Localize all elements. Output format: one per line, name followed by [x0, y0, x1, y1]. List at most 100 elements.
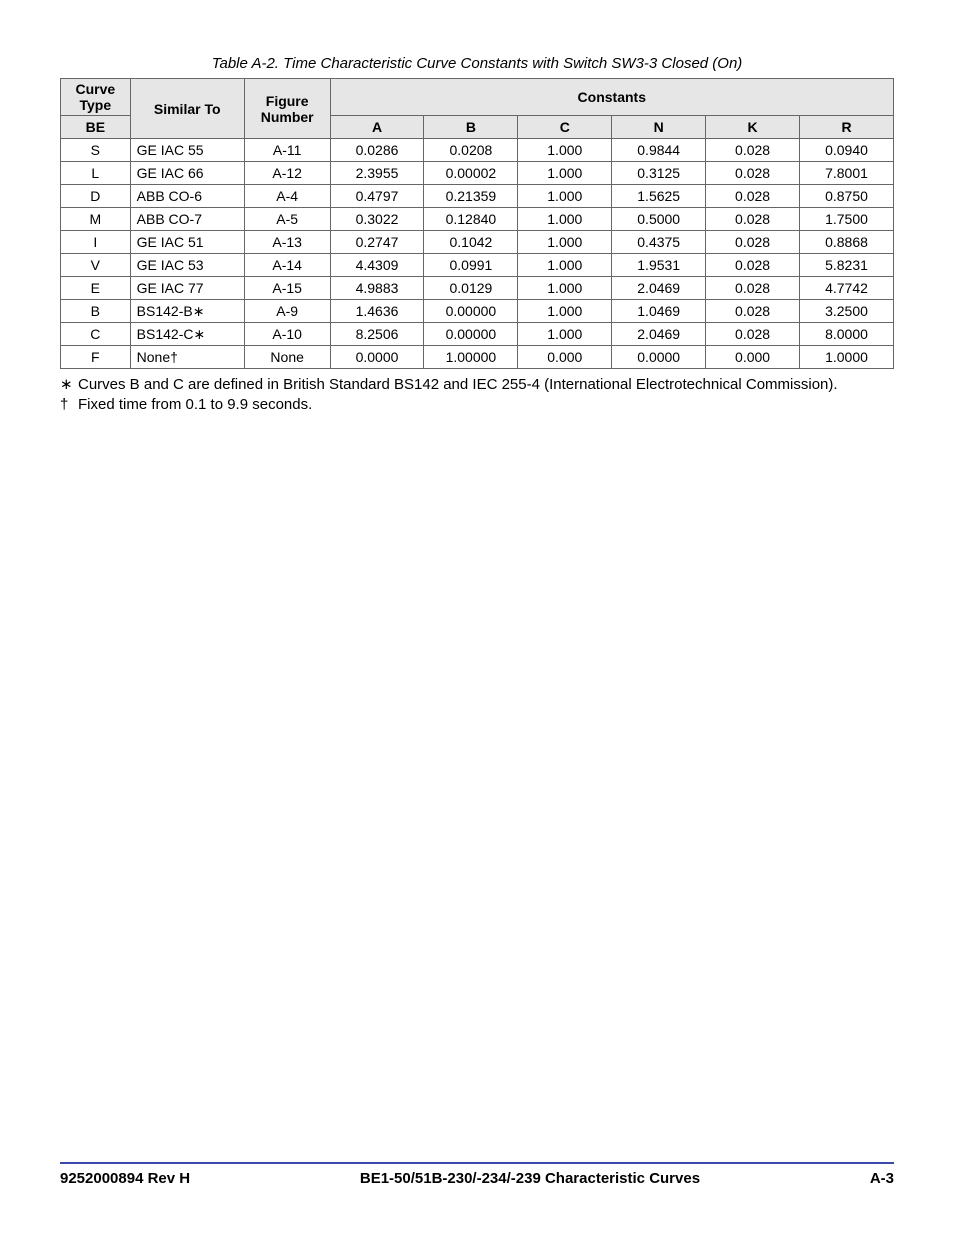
table-cell: M	[61, 208, 131, 231]
table-cell: 1.5625	[612, 185, 706, 208]
table-cell: 1.000	[518, 231, 612, 254]
table-cell: A-15	[244, 277, 330, 300]
table-cell: 3.2500	[800, 300, 894, 323]
table-cell: 0.028	[706, 300, 800, 323]
table-cell: 0.9844	[612, 139, 706, 162]
page-footer: 9252000894 Rev H BE1-50/51B-230/-234/-23…	[60, 1162, 894, 1187]
note-text: Fixed time from 0.1 to 9.9 seconds.	[78, 395, 894, 415]
table-cell: V	[61, 254, 131, 277]
table-cell: 0.3125	[612, 162, 706, 185]
table-cell: A-9	[244, 300, 330, 323]
header-similar-to: Similar To	[130, 79, 244, 139]
table-cell: 0.028	[706, 162, 800, 185]
table-cell: 1.0000	[800, 346, 894, 369]
table-row: VGE IAC 53A-144.43090.09911.0001.95310.0…	[61, 254, 894, 277]
table-row: LGE IAC 66A-122.39550.000021.0000.31250.…	[61, 162, 894, 185]
table-cell: 2.0469	[612, 323, 706, 346]
footer-rule	[60, 1162, 894, 1164]
table-cell: I	[61, 231, 131, 254]
table-cell: 0.4375	[612, 231, 706, 254]
table-cell: 1.000	[518, 139, 612, 162]
table-cell: None†	[130, 346, 244, 369]
table-cell: 0.8750	[800, 185, 894, 208]
table-cell: 0.028	[706, 208, 800, 231]
table-cell: 0.028	[706, 185, 800, 208]
table-cell: 0.21359	[424, 185, 518, 208]
table-notes: ∗ Curves B and C are defined in British …	[60, 375, 894, 416]
table-cell: 0.000	[706, 346, 800, 369]
table-cell: 1.9531	[612, 254, 706, 277]
table-cell: C	[61, 323, 131, 346]
note-text: Curves B and C are defined in British St…	[78, 375, 894, 395]
table-cell: 1.000	[518, 185, 612, 208]
table-cell: 1.0469	[612, 300, 706, 323]
table-cell: 1.4636	[330, 300, 424, 323]
header-figure-number: Figure Number	[244, 79, 330, 139]
table-cell: GE IAC 53	[130, 254, 244, 277]
table-cell: 1.000	[518, 208, 612, 231]
table-cell: 0.028	[706, 254, 800, 277]
constants-table: Curve Type Similar To Figure Number Cons…	[60, 78, 894, 369]
footer-row: 9252000894 Rev H BE1-50/51B-230/-234/-23…	[60, 1170, 894, 1187]
header-b: B	[424, 116, 518, 139]
table-cell: GE IAC 51	[130, 231, 244, 254]
table-cell: 0.0000	[612, 346, 706, 369]
header-be: BE	[61, 116, 131, 139]
table-body: SGE IAC 55A-110.02860.02081.0000.98440.0…	[61, 139, 894, 369]
table-cell: 4.7742	[800, 277, 894, 300]
table-cell: 1.000	[518, 254, 612, 277]
table-caption: Table A-2. Time Characteristic Curve Con…	[60, 55, 894, 72]
table-cell: 4.9883	[330, 277, 424, 300]
table-cell: 0.2747	[330, 231, 424, 254]
table-cell: 0.12840	[424, 208, 518, 231]
table-cell: A-11	[244, 139, 330, 162]
table-cell: GE IAC 66	[130, 162, 244, 185]
table-cell: 2.0469	[612, 277, 706, 300]
table-cell: 0.028	[706, 231, 800, 254]
table-cell: D	[61, 185, 131, 208]
table-cell: 2.3955	[330, 162, 424, 185]
table-cell: 0.00000	[424, 300, 518, 323]
table-cell: 0.00000	[424, 323, 518, 346]
table-cell: ABB CO-7	[130, 208, 244, 231]
table-cell: GE IAC 55	[130, 139, 244, 162]
table-cell: 0.028	[706, 323, 800, 346]
header-curve-type: Curve Type	[61, 79, 131, 116]
table-cell: 1.000	[518, 162, 612, 185]
footer-center: BE1-50/51B-230/-234/-239 Characteristic …	[360, 1170, 700, 1187]
table-cell: 0.3022	[330, 208, 424, 231]
footer-right: A-3	[870, 1170, 894, 1187]
table-cell: 0.5000	[612, 208, 706, 231]
table-row: FNone†None0.00001.000000.0000.00000.0001…	[61, 346, 894, 369]
table-cell: F	[61, 346, 131, 369]
table-cell: 1.000	[518, 300, 612, 323]
table-cell: 0.0991	[424, 254, 518, 277]
table-cell: ABB CO-6	[130, 185, 244, 208]
header-c: C	[518, 116, 612, 139]
table-cell: 0.00002	[424, 162, 518, 185]
table-cell: 0.8868	[800, 231, 894, 254]
table-cell: BS142-C∗	[130, 323, 244, 346]
table-row: IGE IAC 51A-130.27470.10421.0000.43750.0…	[61, 231, 894, 254]
table-cell: BS142-B∗	[130, 300, 244, 323]
table-cell: 0.0129	[424, 277, 518, 300]
header-constants: Constants	[330, 79, 893, 116]
header-r: R	[800, 116, 894, 139]
table-cell: 0.028	[706, 139, 800, 162]
table-cell: 1.000	[518, 323, 612, 346]
table-cell: A-10	[244, 323, 330, 346]
table-row: BBS142-B∗A-91.46360.000001.0001.04690.02…	[61, 300, 894, 323]
table-cell: 8.2506	[330, 323, 424, 346]
table-cell: None	[244, 346, 330, 369]
document-page: Table A-2. Time Characteristic Curve Con…	[0, 0, 954, 1235]
table-cell: 0.000	[518, 346, 612, 369]
table-row: EGE IAC 77A-154.98830.01291.0002.04690.0…	[61, 277, 894, 300]
table-cell: 4.4309	[330, 254, 424, 277]
table-cell: 0.1042	[424, 231, 518, 254]
table-cell: 1.00000	[424, 346, 518, 369]
note-symbol: †	[60, 395, 78, 415]
header-k: K	[706, 116, 800, 139]
table-cell: A-4	[244, 185, 330, 208]
header-a: A	[330, 116, 424, 139]
table-cell: 1.7500	[800, 208, 894, 231]
